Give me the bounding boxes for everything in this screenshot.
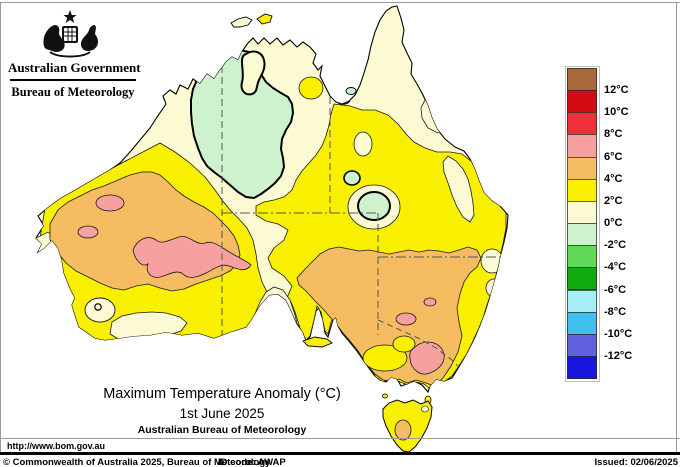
- legend-label-4degC: 4°C: [604, 172, 623, 185]
- bureau-title: Bureau of Meteorology: [11, 85, 135, 99]
- island-topend-yellow: [256, 13, 273, 25]
- legend-swatch-6: [567, 200, 597, 225]
- map-org: Australian Bureau of Meteorology: [137, 424, 307, 436]
- legend-label--10degC: -10°C: [604, 327, 633, 340]
- map-frame-right: [676, 2, 677, 453]
- map-frame-left: [0, 2, 1, 453]
- coat-of-arms: [43, 10, 99, 58]
- region-nt-cream-hole: [240, 50, 266, 96]
- region-se-yellow-hole: [392, 335, 416, 353]
- legend-outline: [565, 66, 600, 382]
- footer-divider-rule: [0, 452, 680, 455]
- legend-label-8degC: 8°C: [604, 128, 623, 141]
- bom-url: http://www.bom.gov.au: [7, 441, 105, 451]
- legend-label--2degC: -2°C: [604, 239, 627, 252]
- region-qld-inland-cream: [353, 131, 373, 157]
- legend-swatch-12: [567, 333, 597, 357]
- kangaroo-icon: [43, 24, 65, 52]
- region-qld-coast-cream: [442, 155, 475, 223]
- region-green-patch-qld: [343, 170, 361, 186]
- government-header: Australian Government Bureau of Meteorol…: [8, 8, 141, 100]
- legend-swatch-11: [567, 311, 597, 335]
- region-nsw-pink-1: [395, 312, 417, 326]
- legend-label--4degC: -4°C: [604, 261, 627, 274]
- legend-swatch-5: [567, 178, 597, 202]
- region-nt-green: [190, 48, 295, 200]
- legend-label-2degC: 2°C: [604, 194, 623, 207]
- region-tas-cream: [421, 405, 429, 413]
- region-sw-coast-cream: [109, 311, 188, 341]
- legend-label-0degC: 0°C: [604, 217, 623, 230]
- legend-swatch-13: [567, 355, 597, 380]
- legend-swatch-4: [567, 156, 597, 180]
- region-corner-green-oval: [357, 191, 391, 221]
- title-block: Maximum Temperature Anomaly (°C) 1st Jun…: [62, 386, 382, 436]
- legend-swatch-3: [567, 134, 597, 158]
- region-pilbara-pink: [95, 194, 125, 212]
- map-date: 1st June 2025: [179, 406, 265, 421]
- region-nsw-pink-2: [423, 297, 437, 307]
- region-wa-pink-snake: [132, 236, 252, 278]
- region-gulf-yellow-oval: [298, 76, 324, 100]
- region-vic-coastal-yellow: [362, 344, 408, 372]
- header-rule: [10, 79, 136, 81]
- legend-swatch-2: [567, 112, 597, 136]
- region-tas-orange: [394, 419, 412, 441]
- government-title: Australian Government: [8, 60, 141, 75]
- legend-swatch-8: [567, 245, 597, 269]
- legend-label-6degC: 6°C: [604, 150, 623, 163]
- id-code-text: ID code: AWAP: [218, 457, 286, 467]
- map-title: Maximum Temperature Anomaly (°C): [103, 386, 341, 402]
- legend-swatch-10: [567, 289, 597, 313]
- legend-swatch-1: [567, 90, 597, 114]
- legend-label-12degC: 12°C: [604, 84, 629, 97]
- legend-swatch-7: [567, 223, 597, 247]
- region-vic-pink: [409, 341, 445, 375]
- region-wa-pink-oval: [77, 225, 99, 239]
- island-melville: [230, 16, 253, 28]
- legend-label--12degC: -12°C: [604, 349, 633, 362]
- map-frame-top: [0, 2, 680, 3]
- legend-swatch-0: [567, 68, 597, 92]
- footer-row: © Commonwealth of Australia 2025, Bureau…: [0, 457, 680, 467]
- legend-label-10degC: 10°C: [604, 106, 629, 119]
- island-kangaroo: [302, 336, 333, 348]
- sw-contour-ring: [94, 303, 102, 311]
- legend-label--6degC: -6°C: [604, 283, 627, 296]
- crest-star-icon: [63, 10, 77, 23]
- state-border-nsw-vic: [377, 319, 464, 372]
- copyright-text: © Commonwealth of Australia 2025, Bureau…: [3, 457, 271, 467]
- legend-swatch-9: [567, 267, 597, 291]
- issued-text: Issued: 02/06/2025: [594, 457, 678, 467]
- island-gulf-green: [345, 87, 357, 95]
- legend-label--8degC: -8°C: [604, 305, 627, 318]
- island-king: [382, 393, 388, 399]
- map-frame-bottom: [0, 438, 680, 439]
- emu-icon: [80, 24, 99, 51]
